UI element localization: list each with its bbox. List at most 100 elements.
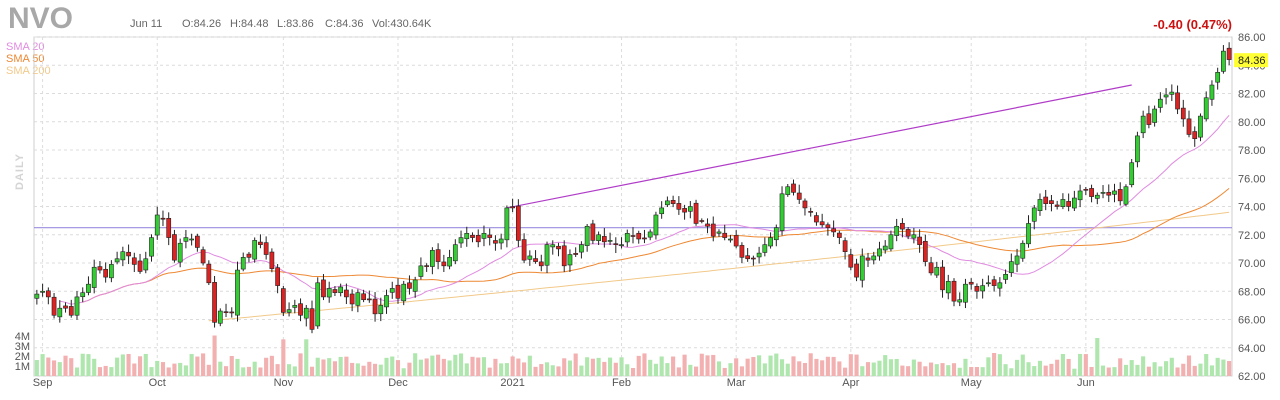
- volume-bar: [332, 361, 337, 376]
- candle-body: [550, 244, 556, 248]
- candle-body: [745, 255, 751, 260]
- volume-bar: [705, 355, 710, 376]
- x-tick-label: Dec: [388, 377, 408, 389]
- candle-body: [126, 251, 131, 257]
- volume-bar: [384, 357, 389, 376]
- candle-body: [412, 279, 418, 292]
- volume-bar: [688, 364, 693, 376]
- volume-bar: [676, 367, 681, 376]
- volume-bar: [940, 363, 945, 376]
- candle-body: [871, 255, 877, 261]
- chart-header: NVO Jun 11 O:84.26 H:84.48 L:83.86 C:84.…: [0, 0, 1280, 40]
- candle-body: [51, 296, 57, 316]
- candle-body: [980, 285, 986, 292]
- volume-bar: [321, 359, 326, 376]
- volume-bar: [1186, 355, 1192, 376]
- candle-body: [940, 266, 945, 291]
- volume-bar: [825, 356, 830, 376]
- y-tick-label: 86.00: [1238, 32, 1266, 44]
- volume-bar: [963, 358, 968, 376]
- volume-bar: [757, 355, 762, 376]
- volume-bar: [1209, 365, 1215, 376]
- volume-bar: [120, 354, 125, 376]
- volume-bar: [92, 358, 97, 376]
- volume-bar: [223, 366, 229, 376]
- volume-bar: [619, 357, 624, 376]
- candle-body: [590, 223, 596, 241]
- volume-bar: [476, 357, 481, 376]
- candle-body: [716, 231, 722, 234]
- candle-body: [1031, 207, 1037, 222]
- volume-bar: [779, 359, 785, 376]
- candle-body: [407, 282, 412, 289]
- volume-bar: [1129, 360, 1134, 376]
- candle-body: [332, 289, 338, 293]
- y-tick-label: 66.00: [1238, 315, 1266, 327]
- x-tick-label: Mar: [727, 377, 746, 389]
- candle-body: [1043, 196, 1049, 204]
- volume-bar: [969, 366, 974, 376]
- candle-body: [1198, 115, 1203, 138]
- candle-body: [366, 298, 372, 301]
- candle-body: [894, 225, 900, 236]
- volume-bar: [653, 363, 658, 376]
- candle-body: [710, 223, 716, 237]
- high-value: H:84.48: [230, 18, 269, 30]
- y-tick-label: 70.00: [1238, 258, 1266, 270]
- candle-body: [997, 282, 1003, 289]
- volume-bar: [115, 357, 120, 376]
- volume-value: Vol:430.64K: [372, 18, 432, 30]
- volume-bar: [189, 354, 194, 376]
- x-tick-label: Jun: [1077, 377, 1095, 389]
- candle-body: [848, 254, 854, 268]
- volume-bar: [711, 354, 716, 376]
- candle-body: [1026, 223, 1031, 245]
- volume-bar: [1003, 364, 1008, 376]
- candle-body: [470, 234, 475, 238]
- volume-bar: [1100, 365, 1106, 376]
- candle-body: [68, 306, 74, 316]
- candle-body: [1215, 72, 1221, 83]
- volume-bar: [178, 362, 183, 376]
- volume-bar: [218, 361, 223, 376]
- candle-body: [665, 200, 670, 206]
- volume-bar: [1118, 358, 1123, 376]
- volume-bar: [430, 355, 435, 376]
- candle-body: [481, 233, 487, 239]
- candle-body: [693, 202, 699, 224]
- candle-body: [45, 290, 51, 298]
- volume-bar: [648, 359, 653, 376]
- candle-body: [773, 227, 779, 241]
- candle-body: [1226, 47, 1232, 60]
- candle-body: [154, 214, 160, 236]
- candle-body: [728, 238, 733, 241]
- candle-body: [796, 192, 802, 200]
- candle-body: [372, 298, 378, 315]
- quote-date: Jun 11: [130, 18, 163, 30]
- candle-body: [1175, 92, 1180, 110]
- candle-body: [1060, 199, 1066, 207]
- candle-body: [922, 240, 928, 262]
- volume-bar: [917, 361, 922, 376]
- volume-bar: [235, 358, 240, 376]
- candle-body: [836, 232, 842, 238]
- candle-body: [911, 234, 917, 239]
- candle-body: [607, 240, 613, 242]
- volume-bar: [424, 358, 429, 376]
- candle-body: [991, 279, 997, 286]
- y-tick-label: 78.00: [1238, 145, 1266, 157]
- candle-body: [464, 233, 470, 240]
- candle-body: [636, 232, 642, 240]
- volume-bar: [1198, 363, 1203, 376]
- candle-body: [1037, 199, 1043, 212]
- last-price-tag: [1234, 53, 1268, 68]
- volume-bar: [768, 355, 773, 376]
- volume-bar: [246, 366, 252, 376]
- candle-body: [109, 264, 114, 279]
- volume-bar: [1066, 358, 1071, 376]
- volume-bar: [906, 366, 911, 376]
- volume-bar: [877, 360, 882, 376]
- candle-body: [1140, 115, 1146, 134]
- candle-body: [1089, 188, 1094, 197]
- volume-bar: [911, 359, 916, 376]
